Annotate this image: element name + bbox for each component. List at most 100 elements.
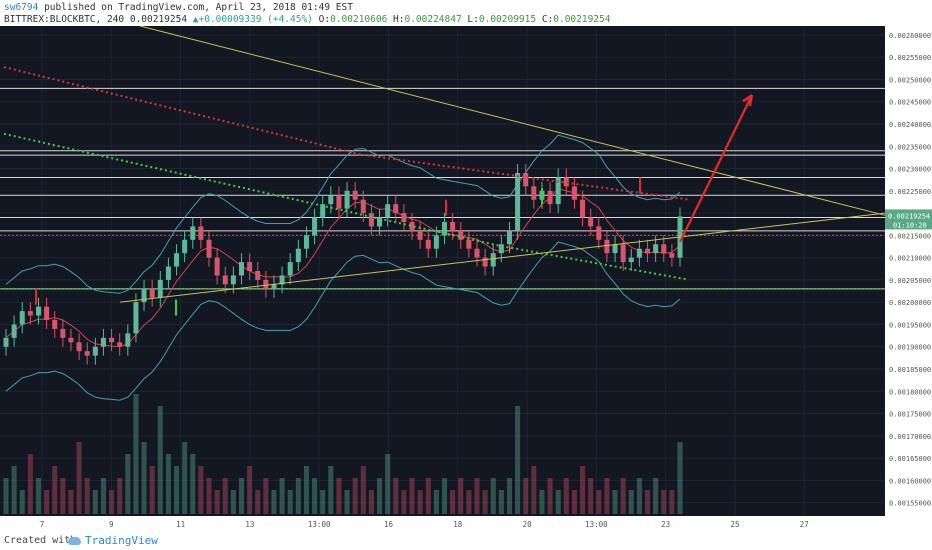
author-link[interactable]: sw6794 xyxy=(4,2,39,13)
y-tick-label: 0.00260000 xyxy=(889,32,931,40)
created-with-label: Created with xyxy=(4,535,77,546)
last-price-tag xyxy=(885,209,932,230)
volume-bar xyxy=(336,478,342,514)
volume-bar xyxy=(247,466,253,514)
x-tick-label: 11 xyxy=(176,520,185,529)
candle-body xyxy=(52,320,58,329)
volume-bar xyxy=(287,490,293,514)
candle-body xyxy=(109,337,115,343)
candle-body xyxy=(11,324,17,338)
y-tick-label: 0.00180000 xyxy=(889,388,931,396)
y-tick-label: 0.00245000 xyxy=(889,99,931,107)
last-price-label: 0.00219254 xyxy=(888,212,930,220)
up-triangle-icon: ▲ xyxy=(192,14,199,25)
volume-bar xyxy=(669,490,675,514)
chart-header: sw6794 published on TradingView.com, Apr… xyxy=(0,0,932,26)
open-label: O: xyxy=(318,14,331,25)
volume-bar xyxy=(165,454,171,514)
volume-bar xyxy=(255,490,261,514)
candle-body xyxy=(523,173,529,187)
y-tick-label: 0.00225000 xyxy=(889,188,931,196)
candle-body xyxy=(157,279,163,298)
candle-body xyxy=(653,244,659,254)
candle-body xyxy=(377,217,383,227)
volume-bar xyxy=(27,454,33,514)
y-tick-label: 0.00210000 xyxy=(889,255,931,263)
tradingview-brand: TradingView xyxy=(85,534,158,547)
forecast-arrow-line xyxy=(679,94,753,243)
candle-body xyxy=(612,244,618,254)
volume-bar xyxy=(645,490,651,514)
volume-bar xyxy=(531,466,537,514)
candle-body xyxy=(563,177,569,187)
volume-bar xyxy=(425,478,431,514)
y-tick-label: 0.00205000 xyxy=(889,277,931,285)
candle-body xyxy=(433,235,439,249)
bollinger-lower xyxy=(5,241,681,401)
candle-body xyxy=(214,257,220,276)
volume-bar xyxy=(474,478,480,514)
volume-bar xyxy=(571,490,577,514)
candle-body xyxy=(531,186,537,200)
x-tick-label: 23 xyxy=(661,520,670,529)
volume-bar xyxy=(206,478,212,514)
volume-bar xyxy=(458,478,464,514)
volume-bar xyxy=(344,490,350,514)
ohlc-line: BITTREX:BLOCKBTC, 240 0.00219254 ▲+0.000… xyxy=(4,14,610,25)
candle-body xyxy=(303,235,309,249)
volume-bar xyxy=(149,466,155,514)
candle-body xyxy=(571,186,577,200)
ascending-trendline xyxy=(119,212,886,303)
x-tick-label: 7 xyxy=(40,520,45,529)
candle-body xyxy=(295,248,301,263)
volume-bar xyxy=(352,478,358,514)
chart-svg[interactable]: 0.00260000 0.00255000 0.00250000 0.00245000… xyxy=(0,25,932,530)
candle-body xyxy=(35,306,41,316)
y-tick-label: 0.00215000 xyxy=(889,232,931,240)
low-value: 0.00209915 xyxy=(478,14,537,25)
volume-bar xyxy=(109,490,115,514)
candle-body xyxy=(165,266,171,280)
candle-body xyxy=(198,226,204,240)
volume-bar xyxy=(563,478,569,514)
volume-bar xyxy=(653,478,659,514)
candle-body xyxy=(92,346,98,356)
volume-bar xyxy=(84,478,90,514)
x-tick-label: 25 xyxy=(730,520,739,529)
volume-bar xyxy=(636,478,642,514)
volume-bar xyxy=(222,478,228,514)
candle-body xyxy=(555,177,561,205)
volume-bar xyxy=(547,478,553,514)
candle-body xyxy=(466,239,472,249)
y-tick-label: 0.00240000 xyxy=(889,121,931,129)
y-tick-label: 0.00235000 xyxy=(889,143,931,151)
tradingview-logo[interactable]: TradingView xyxy=(68,534,158,547)
price-chart[interactable]: 0.00260000 0.00255000 0.00250000 0.00245000… xyxy=(0,25,932,530)
candle-body xyxy=(636,248,642,258)
candle-body xyxy=(222,275,228,285)
volume-bar xyxy=(52,466,58,514)
candle-body xyxy=(230,275,236,285)
volume-bar xyxy=(417,490,423,514)
volume-bar xyxy=(11,466,17,514)
candle-body xyxy=(360,199,366,214)
volume-bar xyxy=(295,478,301,514)
volume-bar xyxy=(263,478,269,514)
candle-body xyxy=(238,262,245,276)
y-tick-label: 0.00155000 xyxy=(889,500,931,508)
volume-bar xyxy=(466,490,472,514)
candle-body xyxy=(458,230,464,240)
y-tick-label: 0.00200000 xyxy=(889,299,931,307)
candle-body xyxy=(596,226,602,240)
volume-bar xyxy=(238,478,245,514)
volume-bar xyxy=(393,478,399,514)
volume-bar xyxy=(35,478,41,514)
volume-bar xyxy=(580,466,586,514)
candle-body xyxy=(206,239,212,258)
candle-body xyxy=(141,288,147,303)
volume-bar xyxy=(19,490,25,514)
y-tick-label: 0.00190000 xyxy=(889,344,931,352)
volume-bar xyxy=(60,478,66,514)
volume-bar xyxy=(523,478,529,514)
candle-body xyxy=(19,311,25,325)
